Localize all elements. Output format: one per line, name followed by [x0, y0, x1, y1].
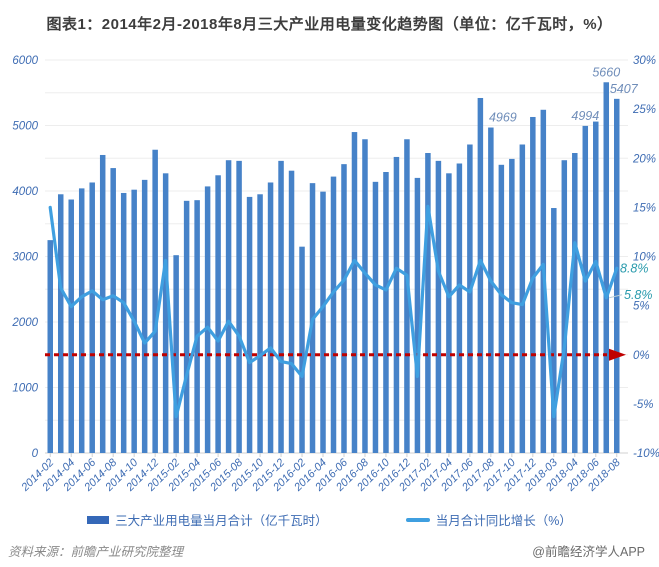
legend-line-label: 当月合计同比增长（%） [435, 514, 572, 528]
bar [225, 160, 232, 453]
right-axis-tick-label: 0% [633, 350, 650, 362]
growth-line [48, 204, 619, 419]
bar [425, 153, 431, 453]
bar [509, 158, 515, 453]
line-point-label: 8.8% [620, 261, 649, 275]
legend-bar-label: 三大产业用电量当月合计（亿千瓦时） [115, 514, 328, 528]
bar [572, 153, 578, 453]
legend-item-bar-series: 三大产业用电量当月合计（亿千瓦时） [87, 510, 328, 529]
bar [372, 181, 379, 453]
bar [582, 125, 589, 453]
bar [194, 200, 200, 453]
bar [183, 200, 190, 453]
bar [341, 164, 347, 453]
left-axis-tick-label: 0 [32, 448, 39, 460]
x-axis-ticks [49, 453, 618, 457]
left-axis-tick-label: 4000 [12, 186, 38, 198]
left-axis-tick-label: 5000 [12, 121, 38, 133]
bar [57, 194, 64, 453]
bar [288, 170, 295, 453]
bar [141, 179, 148, 454]
right-axis-tick-label: 10% [633, 252, 656, 264]
bar-value-label: 5407 [610, 82, 639, 96]
reference-arrowhead-icon [609, 348, 626, 361]
bar [78, 188, 85, 453]
bar [614, 98, 620, 454]
right-axis-tick-label: 5% [633, 301, 650, 313]
bar [330, 176, 337, 453]
bar-value-label: 4994 [571, 109, 599, 123]
right-axis-labels: 30% 25% 20% 15% 10% 5% 0% -5% -10% [632, 55, 659, 460]
bar [414, 177, 421, 453]
bar-value-label: 5660 [592, 65, 620, 79]
bar [561, 160, 568, 453]
bar [498, 164, 505, 454]
bar [467, 144, 473, 453]
bar [530, 116, 536, 454]
right-axis-tick-label: 15% [633, 202, 656, 214]
bar-value-labels: 4969 4994 5660 5407 [489, 65, 639, 124]
bar [257, 194, 263, 453]
bar [593, 121, 599, 453]
bar [551, 208, 557, 453]
bar-value-label: 4969 [489, 111, 517, 125]
bar [477, 97, 484, 454]
bar-series [47, 82, 620, 454]
bar [488, 127, 494, 453]
bar [173, 255, 179, 453]
bar [204, 186, 211, 454]
chart-canvas: 6000 5000 4000 3000 2000 1000 0 30% 25% 20% 15% 10%… [11, 55, 659, 494]
chart-title: 图表1：2014年2月-2018年8月三大产业用电量变化趋势图（单位：亿千瓦时，… [46, 16, 613, 33]
bar [162, 173, 169, 453]
bar [68, 199, 74, 453]
right-axis-tick-label: 30% [633, 55, 656, 67]
bar [519, 144, 526, 453]
chart-legend: 三大产业用电量当月合计（亿千瓦时） 当月合计同比增长（%） [0, 510, 659, 529]
x-axis-labels: 2014-022014-042014-062014-082014-102014-… [19, 456, 624, 494]
bar [435, 160, 442, 453]
bar [246, 196, 253, 453]
left-axis-tick-label: 1000 [12, 383, 38, 395]
bar [351, 132, 358, 454]
right-axis-tick-label: 25% [632, 104, 656, 116]
bar-series-swatch-icon [87, 515, 110, 524]
left-axis-tick-label: 3000 [12, 252, 38, 264]
brand-watermark: @前瞻经济学人APP [532, 545, 645, 559]
bar [320, 191, 326, 453]
right-axis-tick-label: -10% [633, 448, 659, 460]
right-axis-tick-label: -5% [633, 399, 653, 411]
bar [99, 154, 106, 453]
data-source-note: 资料来源：前瞻产业研究院整理 [8, 545, 184, 559]
bar [47, 240, 53, 453]
line-series-swatch-icon [405, 517, 430, 522]
bar [446, 173, 452, 453]
bar [267, 182, 274, 454]
bar [603, 82, 610, 453]
bar [215, 175, 221, 453]
bar [299, 246, 305, 453]
callout-leader-line [609, 294, 623, 299]
zero-reference-line [45, 348, 626, 361]
line-point-label: 5.8% [624, 288, 653, 302]
line-point-callouts: 5.8% 8.8% [609, 261, 653, 302]
legend-item-line-series: 当月合计同比增长（%） [405, 510, 572, 529]
left-axis-tick-label: 6000 [12, 55, 38, 67]
bar [89, 182, 95, 454]
bar [383, 172, 389, 453]
bar [120, 192, 127, 453]
bar [456, 163, 463, 453]
bar [393, 156, 400, 453]
bar [110, 168, 116, 453]
left-axis-tick-label: 2000 [11, 317, 38, 329]
bar [236, 160, 242, 453]
bar [152, 149, 158, 454]
bar [278, 160, 284, 453]
right-axis-tick-label: 20% [632, 153, 656, 165]
bar [404, 139, 410, 453]
left-axis-labels: 6000 5000 4000 3000 2000 1000 0 [11, 55, 38, 460]
bar [362, 139, 368, 453]
